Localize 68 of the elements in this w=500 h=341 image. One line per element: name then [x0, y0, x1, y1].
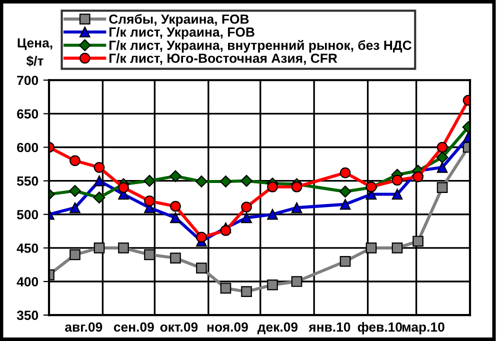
y-tick-label: 650 — [17, 109, 38, 119]
point — [392, 242, 403, 254]
x-tick-label: фев.10 — [358, 322, 402, 334]
point — [70, 249, 80, 260]
point — [69, 184, 81, 197]
point — [220, 282, 232, 294]
point — [412, 236, 424, 247]
x-tick-label: дек.09 — [257, 322, 298, 334]
point — [291, 202, 302, 214]
x-tick-label: сен.09 — [114, 322, 154, 332]
point — [94, 242, 105, 254]
legend-label: Г/к лист, Украина, FOB — [109, 27, 254, 40]
point — [170, 252, 181, 264]
point — [291, 276, 302, 287]
point — [94, 162, 105, 173]
point — [436, 182, 448, 193]
point — [144, 174, 156, 187]
point — [220, 225, 232, 236]
point — [170, 212, 181, 224]
y-tick-label: 400 — [16, 277, 38, 286]
x-tick-label: окт.09 — [160, 322, 198, 332]
x-tick-label: авг.09 — [65, 322, 102, 332]
point — [340, 256, 351, 267]
y-tick-label: 700 — [17, 76, 38, 86]
point — [436, 162, 448, 173]
point — [94, 175, 105, 186]
y-tick-label: 450 — [16, 244, 38, 253]
point — [196, 262, 207, 274]
point — [118, 182, 129, 193]
point — [196, 176, 208, 188]
point — [70, 155, 80, 166]
point — [170, 200, 181, 212]
point — [267, 181, 278, 192]
point — [267, 279, 278, 290]
legend-label: Г/к лист, Украина, внутренний рынок, без НДС — [109, 40, 412, 53]
y-tick-label: 600 — [17, 142, 38, 152]
point — [412, 171, 424, 182]
point — [144, 249, 155, 260]
point — [241, 202, 252, 212]
y-tick-label: 350 — [16, 310, 38, 320]
point — [291, 181, 302, 192]
point — [267, 208, 278, 220]
x-tick-label: мар.10 — [402, 322, 444, 334]
x-tick-label: ноя.09 — [207, 322, 248, 332]
y-tick-label: 550 — [16, 176, 38, 186]
point — [340, 198, 351, 210]
point — [70, 202, 80, 214]
y-tick-label: 500 — [16, 210, 38, 220]
point — [170, 170, 182, 182]
point — [93, 192, 106, 204]
point — [436, 151, 448, 164]
point — [340, 167, 351, 178]
point — [436, 142, 448, 153]
x-tick-label: янв.10 — [308, 322, 350, 332]
point — [196, 232, 207, 243]
point — [241, 212, 252, 224]
point — [392, 174, 403, 186]
legend-label: Г/к лист, Юго-Восточная Азия, CFR — [109, 53, 338, 65]
point — [144, 196, 155, 206]
point — [339, 186, 352, 198]
legend-label: Слябы, Украина, FOB — [109, 14, 249, 26]
point — [240, 174, 252, 187]
point — [366, 242, 377, 254]
point — [118, 242, 129, 254]
point — [241, 286, 252, 298]
y-axis-title: Цена, $/т — [18, 38, 52, 66]
point — [392, 188, 403, 200]
point — [220, 176, 232, 188]
